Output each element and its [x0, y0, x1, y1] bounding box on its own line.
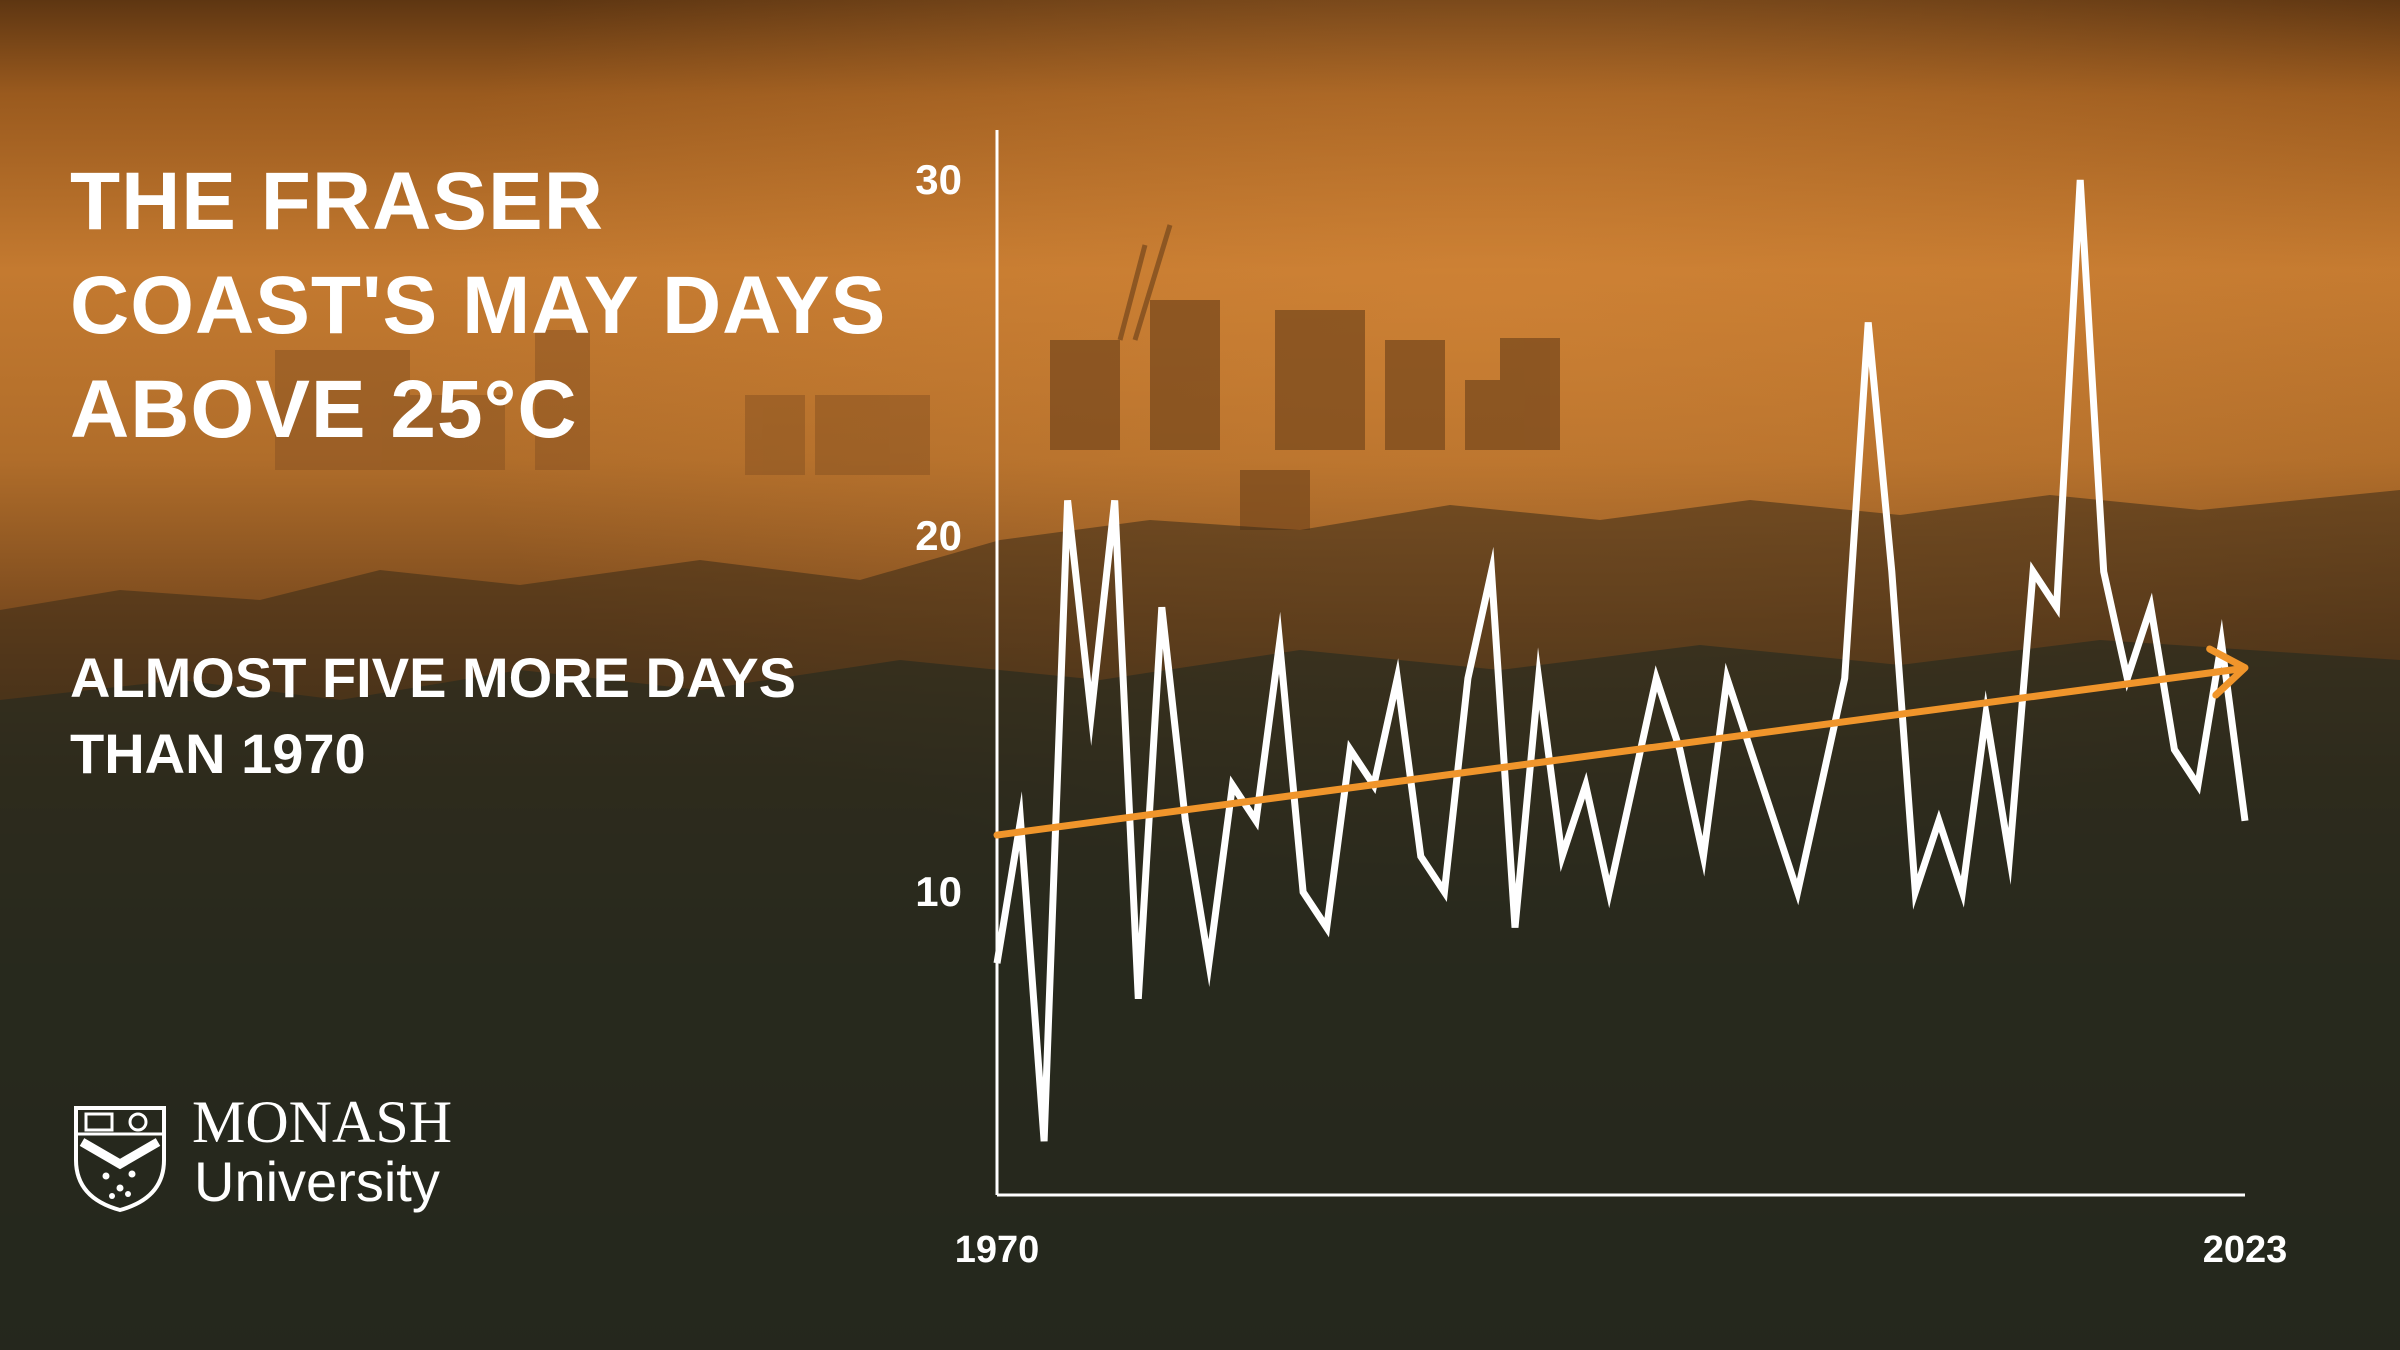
headline: THE FRASER COAST'S MAY DAYS ABOVE 25°C — [70, 156, 887, 455]
x-tick-label: 2023 — [2203, 1229, 2288, 1271]
subheadline: ALMOST FIVE MORE DAYS THAN 1970 — [70, 646, 797, 785]
y-tick-label: 30 — [915, 156, 962, 203]
series-line — [993, 179, 2249, 1142]
monash-shield-icon — [74, 1106, 166, 1213]
logo-wordmark-monash: MONASH — [192, 1089, 453, 1155]
x-tick-label: 1970 — [955, 1229, 1040, 1271]
chart-axes — [995, 130, 2245, 1197]
trend-arrowhead — [2206, 645, 2249, 699]
logo-wordmark-university: University — [194, 1150, 440, 1213]
monash-logo: MONASH University — [70, 1090, 490, 1230]
trend-line — [993, 665, 2245, 839]
chart-trend — [993, 645, 2249, 839]
y-tick-label: 10 — [915, 868, 962, 915]
chart-series — [993, 179, 2249, 1142]
chart-tick-labels: 10 20 30 1970 2023 — [915, 156, 2287, 1271]
y-tick-label: 20 — [915, 512, 962, 559]
